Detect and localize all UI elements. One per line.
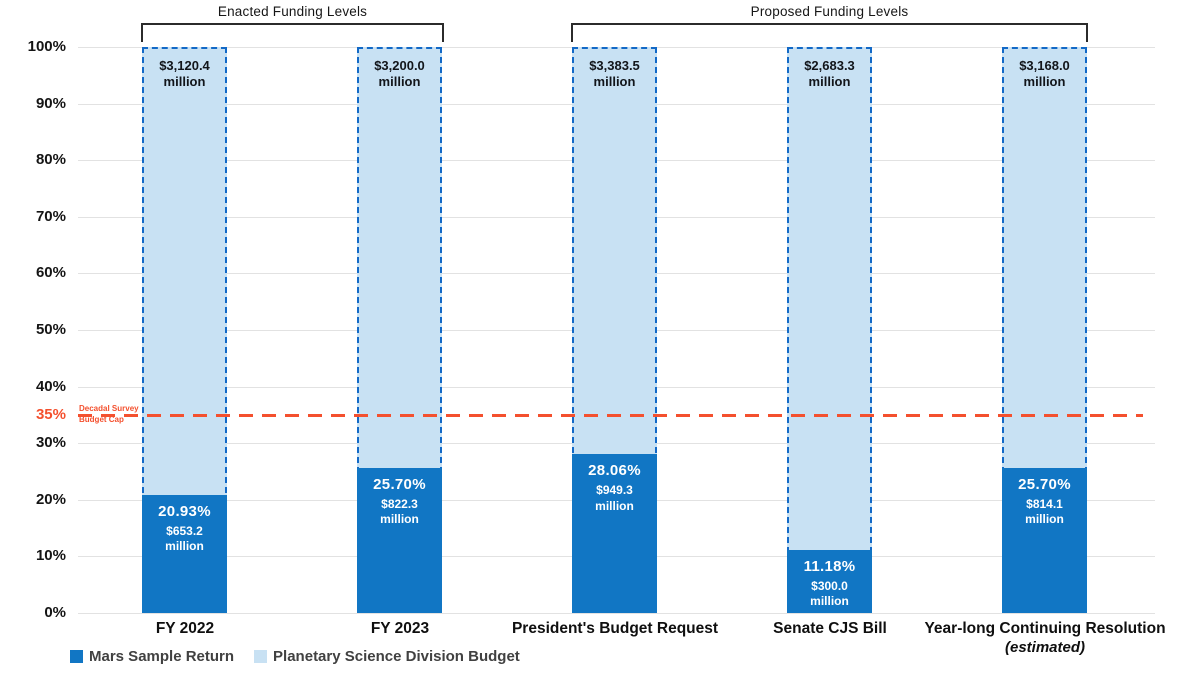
y-axis-tick-label: 60% (35, 264, 66, 282)
msr-bar-fill: 28.06% $949.3 million (572, 454, 657, 613)
msr-bar-fill: 11.18% $300.0 million (787, 549, 872, 613)
msr-bar-fill: 25.70% $814.1 million (1002, 467, 1087, 613)
gridline (78, 613, 1155, 614)
msr-amount-label: $949.3 million (595, 483, 634, 513)
bracket-enacted (141, 23, 444, 42)
msr-amount-label: $653.2 million (165, 523, 204, 554)
bar-senate-cjs-bill: $2,683.3 million 11.18% $300.0 million (787, 47, 872, 613)
y-axis-tick-label: 0% (44, 604, 66, 621)
y-axis-tick-label: 70% (35, 207, 66, 225)
bar-yearlong-continuing-resolution: $3,168.0 million 25.70% $814.1 million (1002, 47, 1087, 613)
msr-amount-label: $814.1 million (1025, 496, 1064, 527)
legend-item-planetary-science-division-budget: Planetary Science Division Budget (254, 648, 520, 665)
bracket-proposed (571, 23, 1088, 42)
bar-fy2023: $3,200.0 million 25.70% $822.3 million (357, 47, 442, 613)
bar-fy2022: $3,120.4 million 20.93% $653.2 million (142, 47, 227, 613)
y-axis-tick-label: 20% (35, 490, 66, 508)
bracket-label-enacted: Enacted Funding Levels (217, 4, 368, 19)
psd-total-label: $2,683.3 million (804, 58, 855, 90)
category-label-yearlong-continuing-resolution: Year-long Continuing Resolution (estimate… (924, 620, 1166, 656)
cap-label-line1: Decadal Survey (79, 403, 139, 413)
y-axis-tick-label: 10% (35, 547, 66, 565)
legend-label: Planetary Science Division Budget (273, 648, 520, 665)
msr-percent-label: 20.93% (158, 502, 211, 520)
cap-label-line2: Budget Cap (79, 415, 124, 425)
bar-presidents-budget-request: $3,383.5 million 28.06% $949.3 million (572, 47, 657, 613)
y-axis-tick-label: 100% (27, 38, 66, 55)
y-axis-tick-label: 40% (35, 377, 66, 395)
y-axis-tick-label: 50% (35, 321, 66, 338)
psd-total-label: $3,200.0 million (374, 58, 425, 90)
legend-label: Mars Sample Return (89, 648, 235, 665)
legend-item-mars-sample-return: Mars Sample Return (70, 648, 234, 665)
psd-total-label: $3,120.4 million (159, 58, 210, 90)
category-label-presidents-budget-request: President's Budget Request (511, 620, 719, 637)
msr-percent-label: 25.70% (373, 475, 426, 493)
category-label-fy2022: FY 2022 (155, 620, 215, 637)
bracket-label-proposed: Proposed Funding Levels (750, 4, 909, 19)
msr-bar-fill: 25.70% $822.3 million (357, 467, 442, 613)
y-axis-tick-label: 90% (35, 94, 66, 112)
msr-percent-label: 28.06% (588, 462, 641, 480)
msr-percent-label: 11.18% (803, 557, 856, 575)
cap-line (78, 413, 1143, 417)
legend-swatch-mars-sample-return (70, 650, 83, 663)
category-label-senate-cjs-bill: Senate CJS Bill (773, 620, 887, 637)
legend: Mars Sample Return Planetary Science Div… (70, 648, 520, 665)
msr-bar-fill: 20.93% $653.2 million (142, 494, 227, 613)
msr-percent-label: 25.70% (1018, 475, 1071, 493)
category-label-fy2023: FY 2023 (370, 620, 430, 637)
legend-swatch-planetary-science-division-budget (254, 650, 268, 663)
y-axis-tick-label: 80% (35, 151, 66, 169)
msr-amount-label: $822.3 million (380, 496, 419, 527)
msr-amount-label: $300.0 million (810, 578, 849, 609)
cap-label: Decadal Survey Budget Cap (79, 403, 139, 426)
y-axis-tick-label: 30% (35, 434, 66, 452)
psd-total-label: $3,383.5 million (589, 58, 640, 90)
psd-total-label: $3,168.0 million (1019, 58, 1070, 90)
cap-tick-label: 35% (35, 405, 66, 423)
